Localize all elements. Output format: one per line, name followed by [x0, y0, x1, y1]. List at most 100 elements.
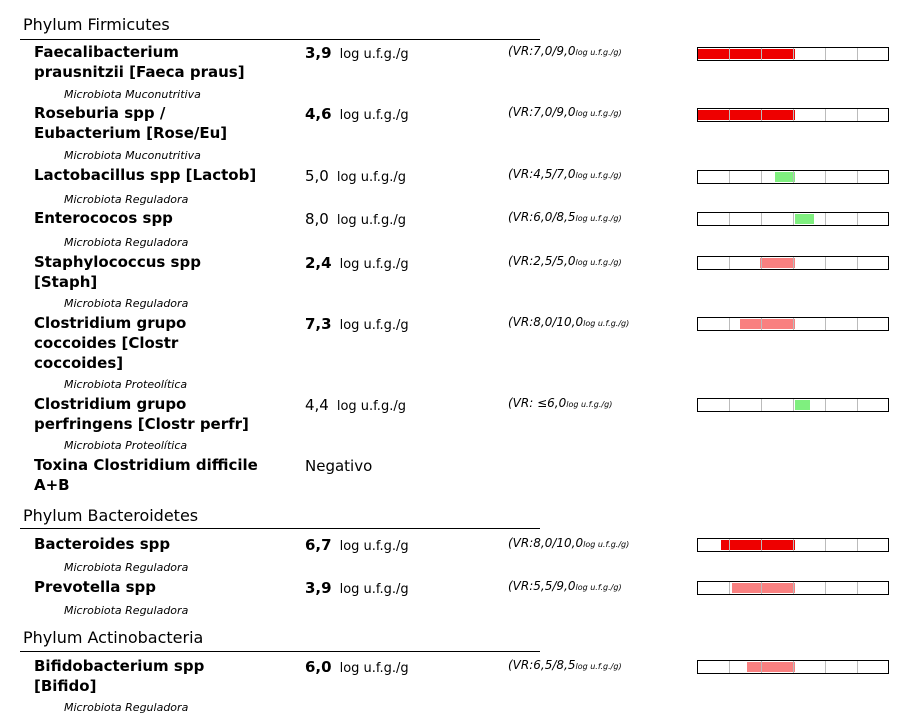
gauge-divider [825, 48, 826, 60]
result: 2,4 log u.f.g./g [305, 254, 409, 272]
level-gauge [697, 538, 889, 552]
microbiota-group: Microbiota Proteolítica [64, 378, 188, 391]
result-unit: log u.f.g./g [339, 47, 409, 62]
gauge-divider [857, 582, 858, 594]
result-value: 6,7 [305, 536, 332, 554]
reference-range: (VR:7,0/9,0log u.f.g./g) [508, 106, 622, 118]
analyte-name: Bifidobacterium spp [34, 657, 205, 675]
result: 5,0 log u.f.g./g [305, 169, 406, 185]
gauge-divider [825, 582, 826, 594]
result: 7,3 log u.f.g./g [305, 317, 409, 333]
reference-unit: log u.f.g./g) [575, 109, 622, 118]
gauge-divider [793, 48, 794, 60]
reference-unit: log u.f.g./g) [575, 258, 622, 267]
gauge-divider [793, 661, 794, 673]
level-gauge [697, 47, 889, 61]
gauge-divider [857, 109, 858, 121]
reference-value: (VR:2,5/5,0 [508, 254, 576, 268]
gauge-divider [825, 539, 826, 551]
level-gauge [697, 256, 889, 270]
gauge-divider [825, 318, 826, 330]
gauge-divider [825, 257, 826, 269]
gauge-divider [857, 213, 858, 225]
section-rule [20, 651, 540, 652]
result-unit: log u.f.g./g [339, 318, 409, 333]
gauge-divider [729, 109, 730, 121]
gauge-fill [698, 49, 795, 59]
reference-unit: log u.f.g./g) [575, 48, 622, 57]
result-unit: log u.f.g./g [336, 399, 406, 414]
level-gauge [697, 317, 889, 331]
level-gauge [697, 660, 889, 674]
analyte-name: Enterococos spp [34, 209, 173, 227]
gauge-fill [795, 400, 810, 410]
reference-range: (VR:4,5/7,0log u.f.g./g) [508, 168, 622, 180]
reference-range: (VR:6,5/8,5log u.f.g./g) [508, 659, 622, 671]
gauge-divider [793, 257, 794, 269]
section-title: Phylum Actinobacteria [23, 628, 204, 647]
gauge-divider [761, 399, 762, 411]
gauge-divider [857, 48, 858, 60]
gauge-divider [857, 257, 858, 269]
gauge-divider [793, 318, 794, 330]
microbiota-group: Microbiota Reguladora [64, 236, 189, 249]
result-unit: log u.f.g./g [336, 213, 406, 228]
analyte-name: Clostridium grupo [34, 395, 187, 413]
section-rule [20, 528, 540, 529]
gauge-fill [795, 214, 814, 224]
reference-unit: log u.f.g./g) [583, 540, 630, 549]
gauge-divider [857, 171, 858, 183]
gauge-divider [729, 539, 730, 551]
gauge-divider [729, 213, 730, 225]
microbiota-group: Microbiota Proteolítica [64, 439, 188, 452]
gauge-divider [729, 257, 730, 269]
result-value: Negativo [305, 457, 373, 475]
microbiota-group: Microbiota Reguladora [64, 604, 189, 617]
result: 3,9 log u.f.g./g [305, 44, 409, 62]
gauge-fill [721, 540, 795, 550]
gauge-divider [761, 539, 762, 551]
analyte-name: Prevotella spp [34, 578, 157, 596]
reference-value: (VR:7,0/9,0 [508, 44, 576, 58]
gauge-divider [793, 213, 794, 225]
gauge-divider [793, 171, 794, 183]
analyte-name: Lactobacillus spp [Lactob] [34, 166, 257, 184]
reference-unit: log u.f.g./g) [575, 171, 622, 180]
gauge-divider [761, 109, 762, 121]
reference-value: (VR:8,0/10,0 [508, 536, 584, 550]
analyte-name: perfringens [Clostr perfr] [34, 415, 249, 433]
reference-range: (VR:5,5/9,0log u.f.g./g) [508, 580, 622, 592]
result-value: 2,4 [305, 254, 332, 272]
microbiota-group: Microbiota Reguladora [64, 701, 189, 714]
level-gauge [697, 398, 889, 412]
gauge-divider [761, 48, 762, 60]
gauge-fill [698, 110, 795, 120]
gauge-divider [729, 399, 730, 411]
reference-unit: log u.f.g./g) [575, 214, 622, 223]
gauge-divider [857, 661, 858, 673]
reference-value: (VR:8,0/10,0 [508, 315, 584, 329]
gauge-fill [760, 258, 795, 268]
gauge-divider [729, 661, 730, 673]
analyte-name: prausnitzii [Faeca praus] [34, 63, 245, 81]
gauge-divider [857, 399, 858, 411]
level-gauge [697, 212, 889, 226]
gauge-fill [740, 319, 795, 329]
gauge-divider [729, 582, 730, 594]
gauge-divider [793, 582, 794, 594]
result-unit: log u.f.g./g [339, 582, 409, 597]
gauge-divider [729, 318, 730, 330]
section-title: Phylum Firmicutes [23, 15, 170, 34]
result-unit: log u.f.g./g [339, 108, 409, 123]
reference-value: (VR: ≤6,0 [508, 396, 567, 410]
result-value: 3,9 [305, 44, 332, 62]
reference-unit: log u.f.g./g) [575, 662, 622, 671]
gauge-divider [793, 539, 794, 551]
result: 4,4 log u.f.g./g [305, 398, 406, 414]
result-value: 3,9 [305, 579, 332, 597]
reference-unit: log u.f.g./g) [583, 319, 630, 328]
analyte-name: Eubacterium [Rose/Eu] [34, 124, 228, 142]
result-unit: log u.f.g./g [339, 661, 409, 676]
microbiota-group: Microbiota Muconutritiva [64, 88, 201, 101]
